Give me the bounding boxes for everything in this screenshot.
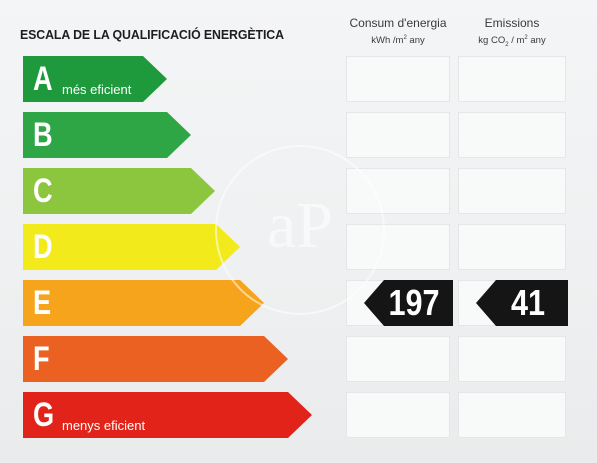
consumption-cell-g xyxy=(346,392,450,438)
consumption-cell-d xyxy=(346,224,450,270)
consumption-cell-a xyxy=(346,56,450,102)
consumption-value: 197 xyxy=(388,282,440,323)
consumption-unit: kWh /m2 any xyxy=(371,35,425,47)
rating-bar-a: A més eficient xyxy=(23,56,167,102)
emissions-cell-c xyxy=(458,168,566,214)
emissions-value: 41 xyxy=(510,282,545,323)
rating-letter-g: G xyxy=(33,396,55,434)
consumption-value-badge: 197 xyxy=(364,280,453,326)
emissions-cell-a xyxy=(458,56,566,102)
consumption-cell-b xyxy=(346,112,450,158)
consumption-cell-c xyxy=(346,168,450,214)
rating-letter-c: C xyxy=(33,172,53,210)
rating-letter-a: A xyxy=(33,60,53,98)
rating-label-most-efficient: més eficient xyxy=(62,82,132,97)
emissions-cell-d xyxy=(458,224,566,270)
rating-letter-e: E xyxy=(33,284,52,322)
rating-bar-c: C xyxy=(23,168,215,214)
rating-letter-f: F xyxy=(33,340,50,378)
consumption-cell-f xyxy=(346,336,450,382)
rating-bar-b: B xyxy=(23,112,191,158)
emissions-unit: kg CO2 / m2 any xyxy=(478,35,546,49)
emissions-cell-b xyxy=(458,112,566,158)
rating-bar-f: F xyxy=(23,336,288,382)
consumption-column-header: Consum d'energia kWh /m2 any xyxy=(346,16,450,49)
emissions-cell-f xyxy=(458,336,566,382)
rating-letter-b: B xyxy=(33,116,53,154)
emissions-heading: Emissions xyxy=(484,16,540,30)
rating-label-least-efficient: menys eficient xyxy=(62,418,146,433)
emissions-cell-g xyxy=(458,392,566,438)
rating-bar-d: D xyxy=(23,224,240,270)
emissions-value-badge: 41 xyxy=(476,280,568,326)
rating-bar-e: E xyxy=(23,280,264,326)
scale-title: ESCALA DE LA QUALIFICACIÓ ENERGÈTICA xyxy=(20,27,284,42)
rating-bar-g: G menys eficient xyxy=(23,392,312,438)
rating-letter-d: D xyxy=(33,228,53,266)
consumption-heading: Consum d'energia xyxy=(349,16,447,30)
emissions-column-header: Emissions kg CO2 / m2 any xyxy=(458,16,566,53)
